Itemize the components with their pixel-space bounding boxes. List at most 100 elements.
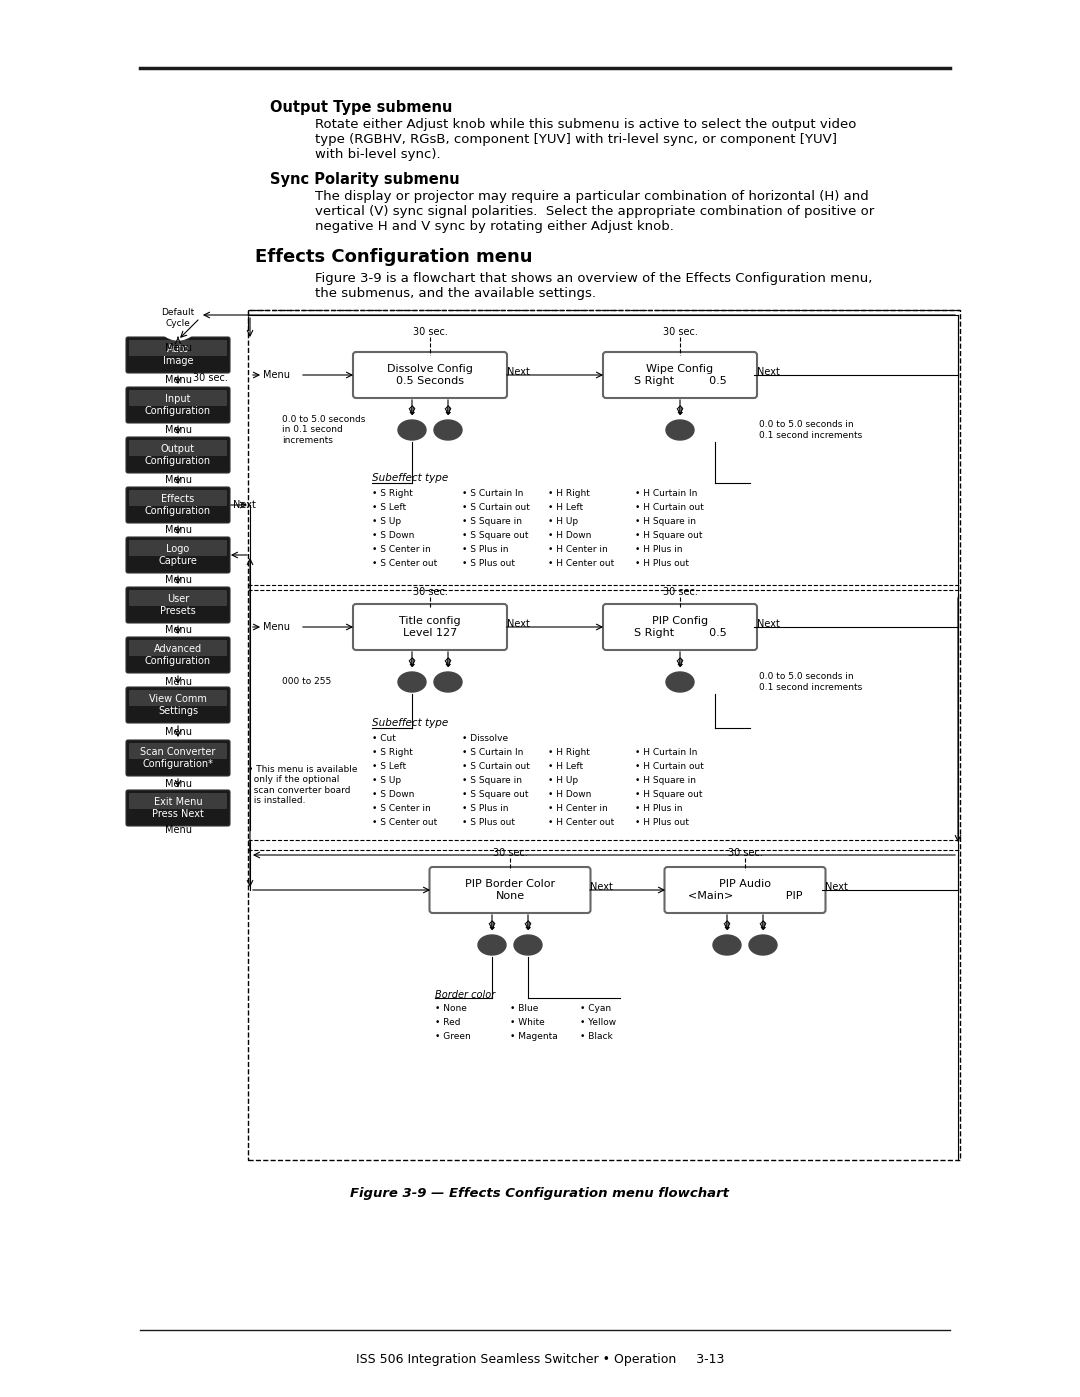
Text: Output Type submenu: Output Type submenu xyxy=(270,101,453,115)
Text: The display or projector may require a particular combination of horizontal (H) : The display or projector may require a p… xyxy=(315,190,868,203)
Text: • S Up: • S Up xyxy=(372,517,401,527)
Ellipse shape xyxy=(750,935,777,956)
Text: ISS 506 Integration Seamless Switcher • Operation     3-13: ISS 506 Integration Seamless Switcher • … xyxy=(355,1354,725,1366)
Text: • H Square out: • H Square out xyxy=(635,789,702,799)
Text: Default
Cycle: Default Cycle xyxy=(161,309,194,328)
Text: • S Square out: • S Square out xyxy=(462,531,528,541)
Text: • Cyan: • Cyan xyxy=(580,1004,611,1013)
Text: Title config
Level 127: Title config Level 127 xyxy=(400,616,461,638)
Text: • S Down: • S Down xyxy=(372,531,415,541)
Ellipse shape xyxy=(434,420,462,440)
Text: Figure 3-9 — Effects Configuration menu flowchart: Figure 3-9 — Effects Configuration menu … xyxy=(351,1186,729,1200)
Text: 30 sec.: 30 sec. xyxy=(728,848,762,858)
Text: Menu: Menu xyxy=(164,678,191,687)
Text: • H Plus out: • H Plus out xyxy=(635,559,689,569)
Text: Logo
Capture: Logo Capture xyxy=(159,545,198,566)
Text: • Cut: • Cut xyxy=(372,733,396,743)
FancyBboxPatch shape xyxy=(126,437,230,474)
Text: • Green: • Green xyxy=(435,1032,471,1041)
FancyBboxPatch shape xyxy=(129,743,227,759)
Text: 30 sec.: 30 sec. xyxy=(492,848,527,858)
Text: • S Plus in: • S Plus in xyxy=(462,545,509,555)
Text: type (RGBHV, RGsB, component [YUV] with tri-level sync, or component [YUV]: type (RGBHV, RGsB, component [YUV] with … xyxy=(315,133,837,147)
Text: • H Curtain In: • H Curtain In xyxy=(635,747,698,757)
Text: Advanced
Configuration: Advanced Configuration xyxy=(145,644,211,666)
Text: ⇕: ⇕ xyxy=(523,921,534,933)
FancyBboxPatch shape xyxy=(603,604,757,650)
Text: • S Plus out: • S Plus out xyxy=(462,819,515,827)
Text: • H Plus in: • H Plus in xyxy=(635,545,683,555)
Text: • H Left: • H Left xyxy=(548,761,583,771)
FancyBboxPatch shape xyxy=(129,440,227,455)
Text: vertical (V) sync signal polarities.  Select the appropriate combination of posi: vertical (V) sync signal polarities. Sel… xyxy=(315,205,874,218)
Text: Menu: Menu xyxy=(264,622,291,631)
Text: Next: Next xyxy=(757,367,780,377)
Text: • Magenta: • Magenta xyxy=(510,1032,557,1041)
FancyBboxPatch shape xyxy=(126,337,230,373)
Text: • H Curtain out: • H Curtain out xyxy=(635,503,704,511)
Text: Next: Next xyxy=(507,619,530,629)
FancyBboxPatch shape xyxy=(603,352,757,398)
Text: Effects
Configuration: Effects Configuration xyxy=(145,495,211,515)
Text: • S Center in: • S Center in xyxy=(372,545,431,555)
Text: Menu: Menu xyxy=(164,425,191,434)
Text: User
Presets: User Presets xyxy=(160,594,195,616)
Text: ⇕: ⇕ xyxy=(758,921,768,933)
Text: Next: Next xyxy=(757,619,780,629)
Ellipse shape xyxy=(478,935,507,956)
Circle shape xyxy=(156,296,200,339)
Text: • S Right: • S Right xyxy=(372,747,413,757)
Text: Next: Next xyxy=(590,882,612,893)
Text: Auto
Image: Auto Image xyxy=(163,344,193,366)
Text: PIP Config
S Right          0.5: PIP Config S Right 0.5 xyxy=(634,616,727,638)
Text: • S Curtain out: • S Curtain out xyxy=(462,503,530,511)
FancyBboxPatch shape xyxy=(129,541,227,556)
Text: 30 sec.: 30 sec. xyxy=(193,373,228,383)
Text: • H Center out: • H Center out xyxy=(548,819,615,827)
Ellipse shape xyxy=(434,672,462,692)
Text: ⇕: ⇕ xyxy=(407,657,417,671)
Text: Rotate either Adjust knob while this submenu is active to select the output vide: Rotate either Adjust knob while this sub… xyxy=(315,117,856,131)
Ellipse shape xyxy=(399,672,426,692)
Text: 0.0 to 5.0 seconds in
0.1 second increments: 0.0 to 5.0 seconds in 0.1 second increme… xyxy=(759,672,862,692)
Text: • S Square out: • S Square out xyxy=(462,789,528,799)
Text: Menu: Menu xyxy=(264,370,291,380)
Text: • This menu is available
  only if the optional
  scan converter board
  is inst: • This menu is available only if the opt… xyxy=(248,766,357,805)
Text: • S Curtain In: • S Curtain In xyxy=(462,747,524,757)
Text: Figure 3-9 is a flowchart that shows an overview of the Effects Configuration me: Figure 3-9 is a flowchart that shows an … xyxy=(315,272,873,285)
Text: 30 sec.: 30 sec. xyxy=(662,587,698,597)
FancyBboxPatch shape xyxy=(129,690,227,705)
Text: • S Down: • S Down xyxy=(372,789,415,799)
FancyBboxPatch shape xyxy=(126,536,230,573)
FancyBboxPatch shape xyxy=(126,637,230,673)
Text: 0.0 to 5.0 seconds
in 0.1 second
increments: 0.0 to 5.0 seconds in 0.1 second increme… xyxy=(282,415,365,444)
Text: • S Center out: • S Center out xyxy=(372,819,437,827)
Ellipse shape xyxy=(666,672,694,692)
Text: • H Square out: • H Square out xyxy=(635,531,702,541)
Ellipse shape xyxy=(713,935,741,956)
Text: ⇕: ⇕ xyxy=(407,405,417,418)
Text: Menu: Menu xyxy=(164,726,191,738)
Text: PIP Audio
<Main>               PIP: PIP Audio <Main> PIP xyxy=(688,879,802,901)
Text: Menu: Menu xyxy=(164,826,191,835)
Text: Next: Next xyxy=(507,367,530,377)
Text: the submenus, and the available settings.: the submenus, and the available settings… xyxy=(315,286,596,300)
Ellipse shape xyxy=(514,935,542,956)
Text: • S Curtain In: • S Curtain In xyxy=(462,489,524,497)
Text: Dissolve Config
0.5 Seconds: Dissolve Config 0.5 Seconds xyxy=(387,365,473,386)
Text: • S Plus in: • S Plus in xyxy=(462,805,509,813)
Text: ⇕: ⇕ xyxy=(443,405,454,418)
Text: • H Square in: • H Square in xyxy=(635,517,696,527)
Text: • Yellow: • Yellow xyxy=(580,1018,616,1027)
Text: • H Square in: • H Square in xyxy=(635,775,696,785)
Text: Menu: Menu xyxy=(164,344,191,353)
Text: • H Right: • H Right xyxy=(548,489,590,497)
Text: • H Plus out: • H Plus out xyxy=(635,819,689,827)
Text: ⇕: ⇕ xyxy=(443,657,454,671)
Text: • S Square in: • S Square in xyxy=(462,517,522,527)
Text: Menu: Menu xyxy=(164,374,191,386)
FancyBboxPatch shape xyxy=(129,490,227,506)
Text: • H Up: • H Up xyxy=(548,775,578,785)
FancyBboxPatch shape xyxy=(664,868,825,914)
Text: Menu: Menu xyxy=(164,326,191,335)
